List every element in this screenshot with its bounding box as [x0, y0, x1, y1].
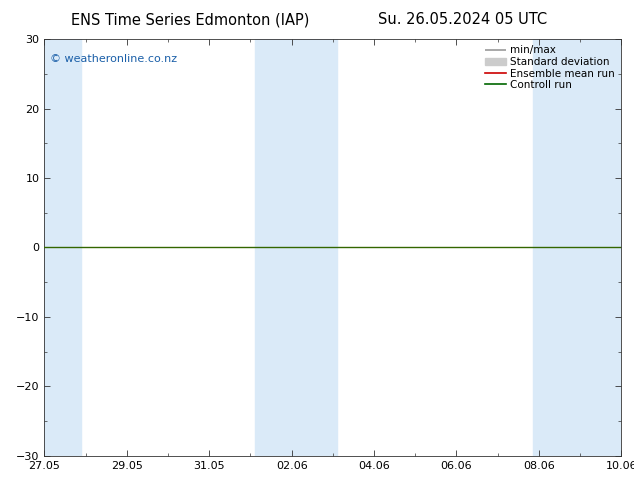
Bar [38, 39, 81, 456]
Legend: min/max, Standard deviation, Ensemble mean run, Controll run: min/max, Standard deviation, Ensemble me… [481, 41, 619, 94]
Bar [533, 39, 580, 456]
Text: © weatheronline.co.nz: © weatheronline.co.nz [50, 54, 178, 64]
Bar [254, 39, 337, 456]
Text: ENS Time Series Edmonton (IAP): ENS Time Series Edmonton (IAP) [71, 12, 309, 27]
Text: Su. 26.05.2024 05 UTC: Su. 26.05.2024 05 UTC [378, 12, 547, 27]
Bar [580, 39, 628, 456]
